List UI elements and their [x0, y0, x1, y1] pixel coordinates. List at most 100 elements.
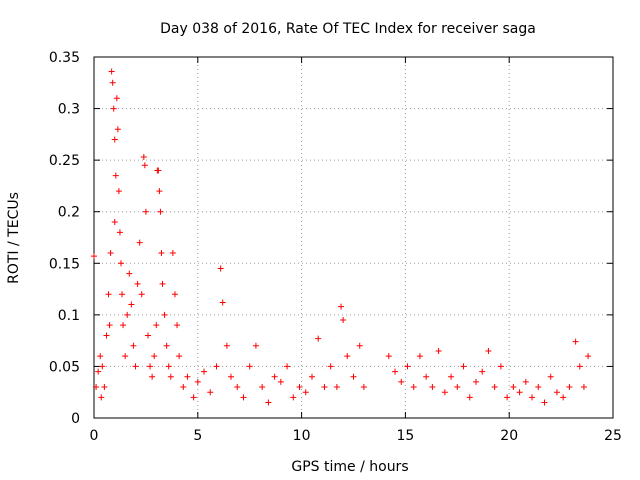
data-point: [98, 394, 105, 401]
data-point: [572, 338, 579, 345]
y-tick-label: 0.05: [49, 359, 80, 375]
data-point: [350, 373, 357, 380]
data-point: [184, 373, 191, 380]
data-point: [338, 303, 345, 310]
x-tick-label: 5: [193, 428, 202, 444]
data-point: [429, 384, 436, 391]
data-point: [144, 332, 151, 339]
y-tick-label: 0: [71, 411, 80, 427]
data-point: [157, 208, 164, 215]
data-point: [111, 219, 118, 226]
data-point: [174, 322, 181, 329]
data-point: [296, 384, 303, 391]
data-point: [124, 311, 131, 318]
data-point: [435, 347, 442, 354]
data-point: [132, 363, 139, 370]
data-point: [466, 394, 473, 401]
data-point: [560, 394, 567, 401]
data-point: [497, 363, 504, 370]
data-point: [119, 291, 126, 298]
x-tick-label: 0: [90, 428, 99, 444]
data-point: [156, 188, 163, 195]
data-point: [472, 378, 479, 385]
data-point: [284, 363, 291, 370]
data-point: [580, 384, 587, 391]
data-point: [516, 389, 523, 396]
data-point: [99, 363, 106, 370]
data-point: [333, 384, 340, 391]
data-point: [315, 335, 322, 342]
data-point: [485, 347, 492, 354]
data-point: [171, 291, 178, 298]
data-point: [271, 373, 278, 380]
data-point: [116, 229, 123, 236]
data-point: [190, 394, 197, 401]
y-tick-label: 0.15: [49, 256, 80, 272]
x-tick-label: 25: [604, 428, 622, 444]
data-point: [510, 384, 517, 391]
data-point: [360, 384, 367, 391]
data-point: [163, 342, 170, 349]
data-point: [153, 322, 160, 329]
data-point: [130, 342, 137, 349]
data-series: [91, 68, 592, 406]
data-point: [504, 394, 511, 401]
data-point: [117, 260, 124, 267]
data-point: [344, 353, 351, 360]
data-point: [321, 384, 328, 391]
data-point: [423, 373, 430, 380]
data-point: [149, 373, 156, 380]
data-point: [169, 249, 176, 256]
data-point: [103, 332, 110, 339]
x-axis-label: GPS time / hours: [291, 459, 408, 475]
data-point: [155, 167, 162, 174]
data-point: [535, 384, 542, 391]
data-point: [234, 384, 241, 391]
data-point: [115, 188, 122, 195]
data-point: [356, 342, 363, 349]
data-point: [138, 291, 145, 298]
data-point: [541, 399, 548, 406]
x-tick-label: 10: [293, 428, 311, 444]
data-point: [106, 322, 113, 329]
data-point: [134, 280, 141, 287]
data-point: [151, 353, 158, 360]
data-point: [122, 353, 129, 360]
data-point: [491, 384, 498, 391]
x-tick-label: 20: [500, 428, 518, 444]
x-tick-label: 15: [396, 428, 414, 444]
y-tick-label: 0.25: [49, 153, 80, 169]
data-point: [159, 280, 166, 287]
y-axis-label: ROTI / TECUs: [6, 192, 22, 284]
data-point: [547, 373, 554, 380]
data-point: [223, 342, 230, 349]
data-point: [265, 399, 272, 406]
data-point: [522, 378, 529, 385]
y-axis: 0 0.05 0.1 0.15 0.2 0.25 0.3 0.35: [49, 50, 613, 427]
data-point: [448, 373, 455, 380]
data-point: [97, 353, 104, 360]
data-point: [302, 389, 309, 396]
data-point: [246, 363, 253, 370]
data-point: [259, 384, 266, 391]
chart-title: Day 038 of 2016, Rate Of TEC Index for r…: [160, 21, 536, 37]
data-point: [340, 317, 347, 324]
x-axis: 0 5 10 15 20 25: [90, 57, 622, 444]
data-point: [95, 368, 102, 375]
data-point: [91, 253, 97, 260]
y-tick-label: 0.35: [49, 50, 80, 66]
data-point: [460, 363, 467, 370]
data-point: [252, 342, 259, 349]
data-point: [194, 378, 201, 385]
data-point: [109, 79, 116, 86]
data-point: [126, 270, 133, 277]
data-point: [290, 394, 297, 401]
data-point: [110, 105, 117, 112]
data-point: [398, 378, 405, 385]
data-point: [327, 363, 334, 370]
data-point: [385, 353, 392, 360]
data-point: [392, 368, 399, 375]
data-point: [107, 249, 114, 256]
data-point: [120, 322, 127, 329]
